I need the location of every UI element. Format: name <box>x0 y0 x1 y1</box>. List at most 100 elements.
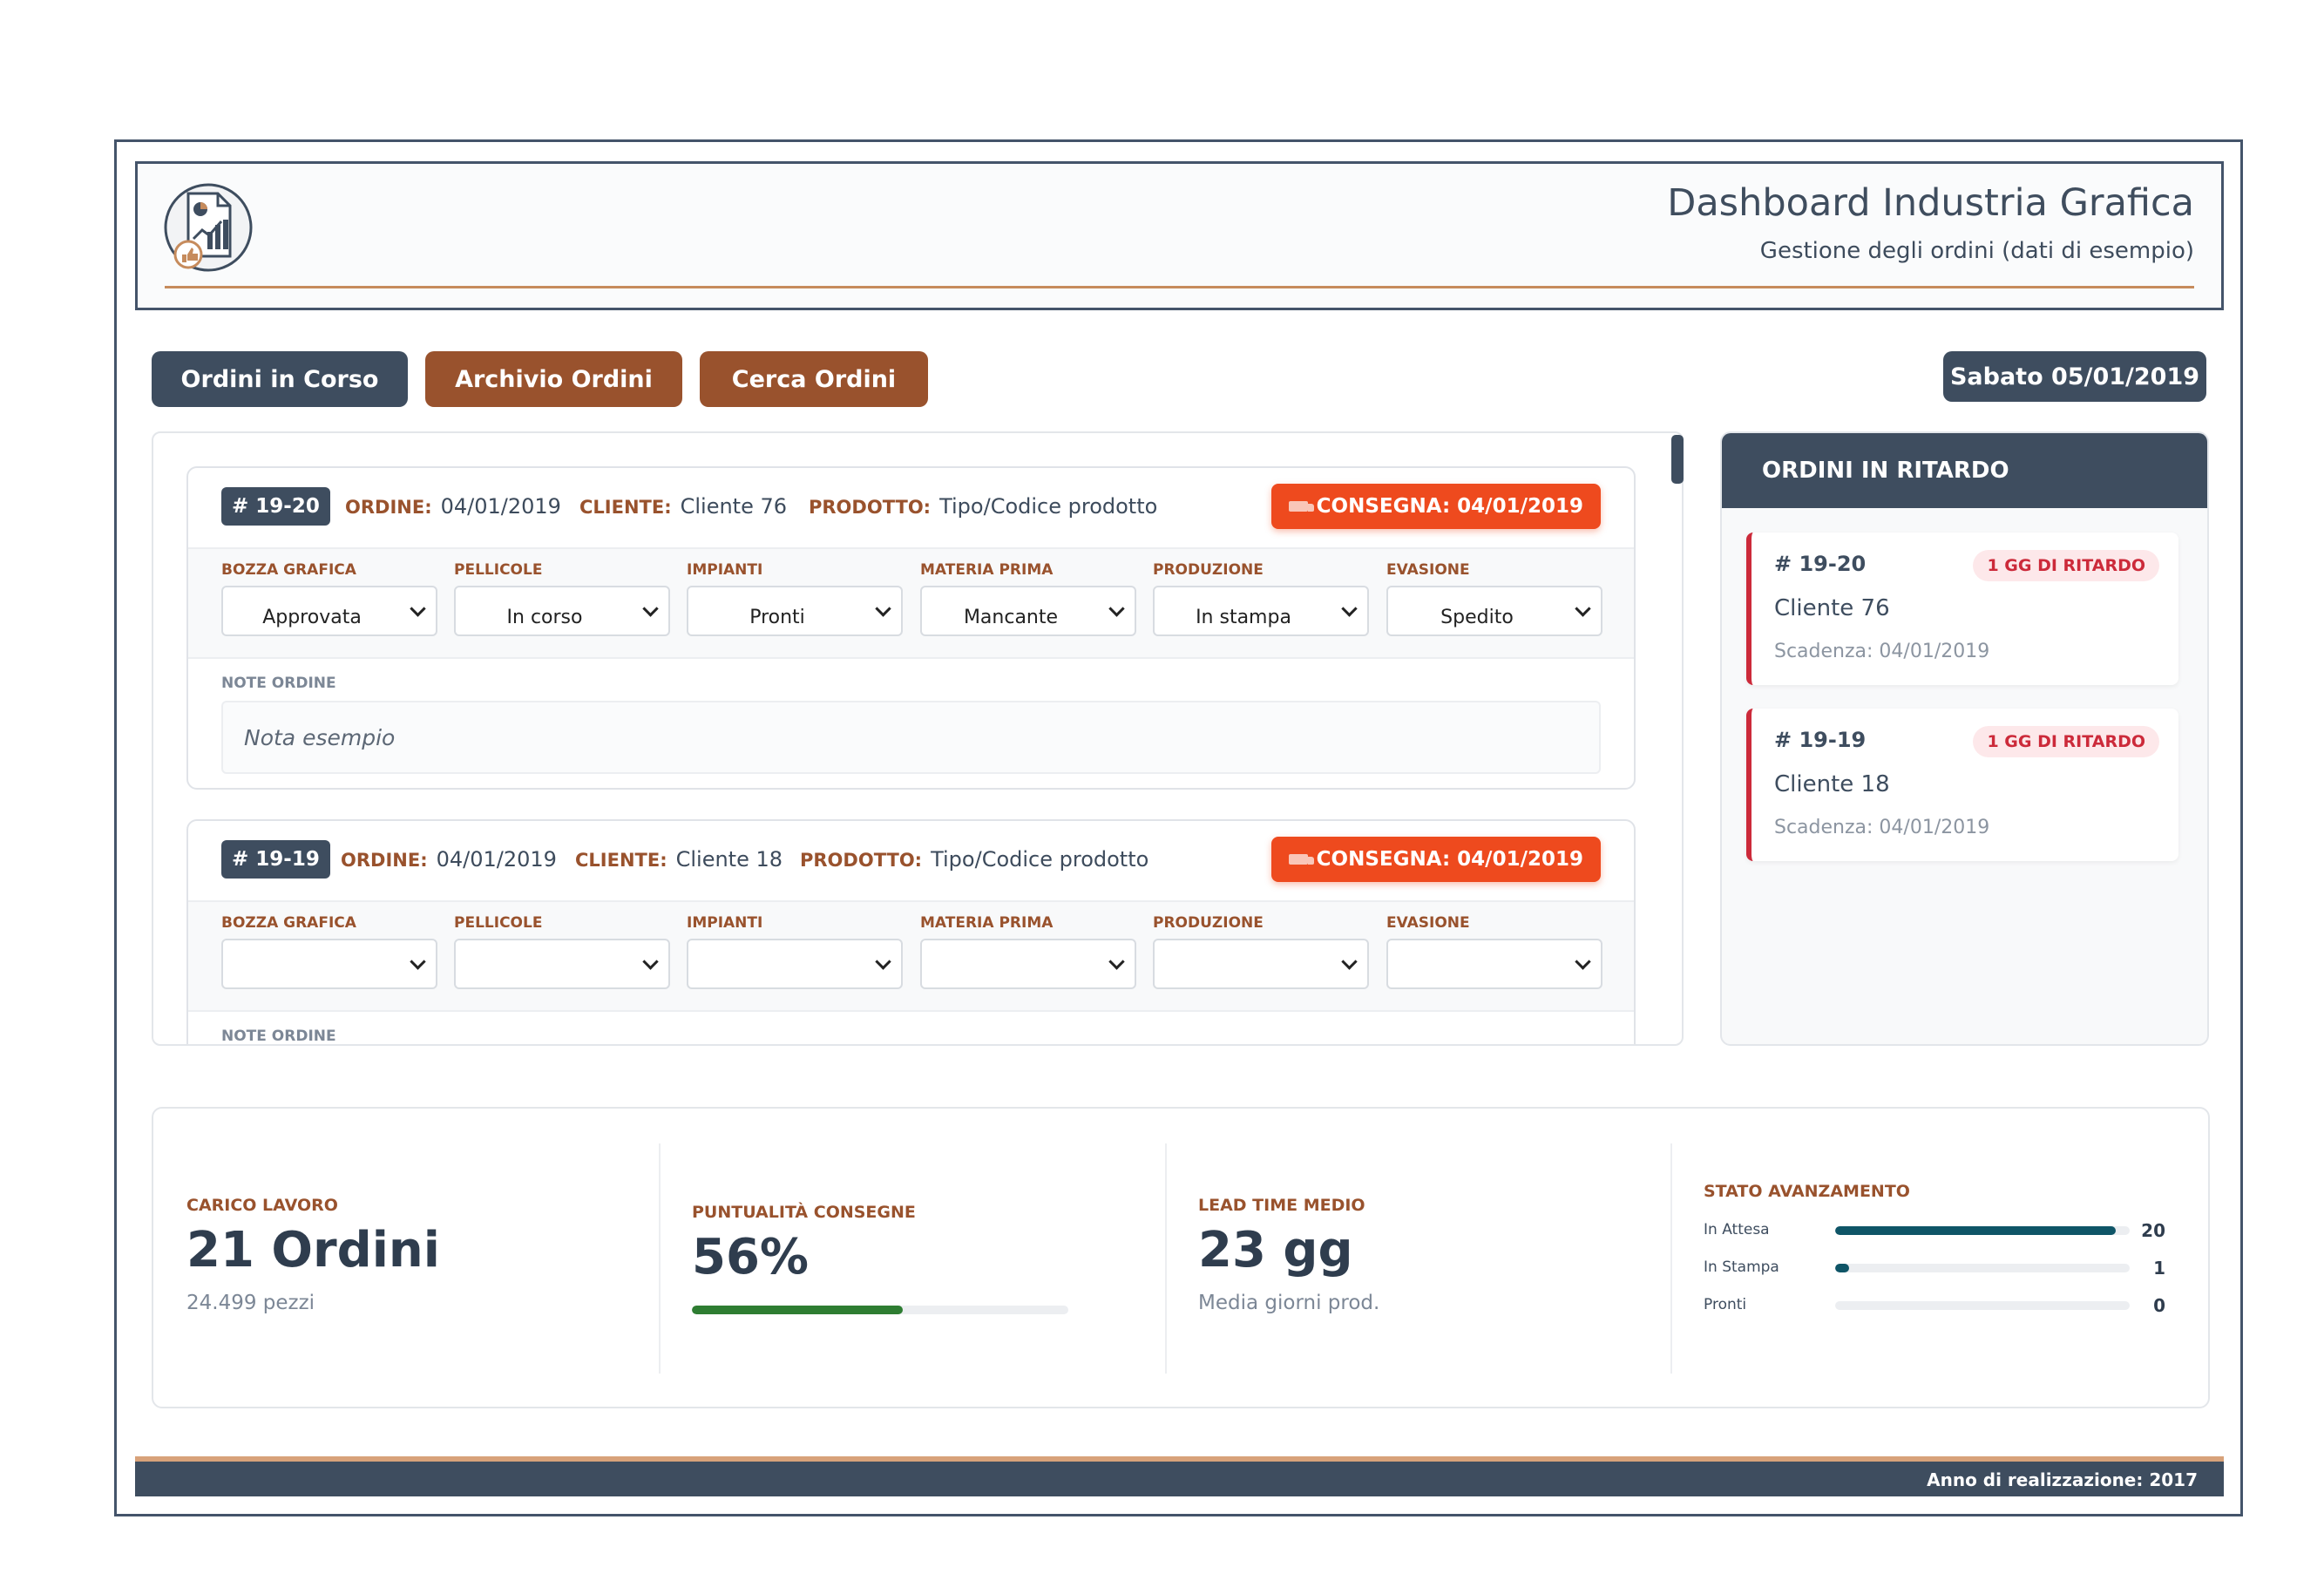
orders-archive-button[interactable]: Archivio Ordini <box>425 351 682 407</box>
progress-row-in-attesa: In Attesa 20 <box>1704 1218 2174 1244</box>
delivery-badge: CONSEGNA: 04/01/2019 <box>1270 837 1601 882</box>
produzione-select[interactable]: In stampa <box>1153 586 1369 636</box>
punctuality-value: 56% <box>692 1229 810 1286</box>
chevron-down-icon <box>1341 600 1358 617</box>
order-notes: NOTE ORDINE <box>188 1012 1634 1044</box>
pellicole-select[interactable]: In corso <box>454 586 670 636</box>
workload-stat: CARICO LAVORO 21 Ordini 24.499 pezzi <box>153 1143 659 1379</box>
notes-text: Nota esempio <box>244 725 396 750</box>
progress-row-count: 1 <box>2153 1258 2165 1279</box>
footer-text: Anno di realizzazione: 2017 <box>1927 1469 2198 1490</box>
progress-row-fill <box>1835 1226 2116 1235</box>
materia-prima-select[interactable]: Mancante <box>920 586 1136 636</box>
order-product: PRODOTTO: Tipo/Codice prodotto <box>809 494 1157 519</box>
order-stages: BOZZA GRAFICA PELLICOLE IMPIANTI <box>188 902 1634 1012</box>
order-product: PRODOTTO: Tipo/Codice prodotto <box>800 847 1148 872</box>
lead-time-sub: Media giorni prod. <box>1198 1292 1380 1314</box>
lead-time-stat: LEAD TIME MEDIO 23 gg Media giorni prod. <box>1165 1143 1670 1379</box>
truck-icon <box>1288 501 1314 512</box>
late-order-card[interactable]: # 19-20 1 GG DI RITARDO Cliente 76 Scade… <box>1746 533 2178 685</box>
stage-value: In stampa <box>1196 607 1291 628</box>
order-client-label: CLIENTE: <box>579 497 672 518</box>
bozza-grafica-select[interactable]: Approvata <box>221 586 437 636</box>
stage-evasione: EVASIONE Spedito <box>1386 561 1602 636</box>
chevron-down-icon <box>1108 953 1125 970</box>
order-client-label: CLIENTE: <box>575 850 667 871</box>
progress-row-name: In Attesa <box>1704 1221 1770 1238</box>
late-badge: 1 GG DI RITARDO <box>1973 726 2159 757</box>
order-id-badge: # 19-20 <box>221 487 330 526</box>
progress-row-fill <box>1835 1264 1850 1272</box>
materia-prima-select[interactable] <box>920 939 1136 989</box>
order-product-value: Tipo/Codice prodotto <box>939 494 1158 519</box>
stage-impianti: IMPIANTI <box>687 914 903 989</box>
order-product-label: PRODOTTO: <box>800 850 923 871</box>
page-title: Dashboard Industria Grafica <box>1667 181 2194 225</box>
footer-divider <box>135 1456 2224 1462</box>
evasione-select[interactable]: Spedito <box>1386 586 1602 636</box>
stage-label: MATERIA PRIMA <box>920 914 1054 932</box>
lead-time-label: LEAD TIME MEDIO <box>1198 1196 1365 1215</box>
order-date-value: 04/01/2019 <box>436 847 557 872</box>
stage-label: BOZZA GRAFICA <box>221 561 356 579</box>
order-date: ORDINE: 04/01/2019 <box>341 847 557 872</box>
stage-materia-prima: MATERIA PRIMA Mancante <box>920 561 1136 636</box>
workload-sub: 24.499 pezzi <box>186 1292 315 1314</box>
footer: Anno di realizzazione: 2017 <box>135 1462 2224 1496</box>
progress-row-track <box>1835 1226 2130 1235</box>
stage-bozza-grafica: BOZZA GRAFICA <box>221 914 437 989</box>
stage-bozza-grafica: BOZZA GRAFICA Approvata <box>221 561 437 636</box>
orders-list-panel[interactable]: # 19-20 ORDINE: 04/01/2019 CLIENTE: Client… <box>152 431 1684 1046</box>
truck-icon <box>1288 854 1314 865</box>
workload-value: 21 Ordini <box>186 1222 440 1279</box>
stage-evasione: EVASIONE <box>1386 914 1602 989</box>
search-orders-button[interactable]: Cerca Ordini <box>700 351 928 407</box>
progress-row-track <box>1835 1264 2130 1272</box>
order-client-value: Cliente 76 <box>680 494 788 519</box>
orders-in-progress-button[interactable]: Ordini in Corso <box>152 351 408 407</box>
page-subtitle: Gestione degli ordini (dati di esempio) <box>1759 238 2194 264</box>
evasione-select[interactable] <box>1386 939 1602 989</box>
stage-label: IMPIANTI <box>687 561 763 579</box>
late-order-id: # 19-19 <box>1774 728 1867 752</box>
impianti-select[interactable]: Pronti <box>687 586 903 636</box>
order-product-value: Tipo/Codice prodotto <box>931 847 1149 872</box>
late-order-due: Scadenza: 04/01/2019 <box>1774 817 1990 838</box>
chevron-down-icon <box>1108 600 1125 617</box>
delivery-date: CONSEGNA: 04/01/2019 <box>1316 848 1583 871</box>
punctuality-stat: PUNTUALITÀ CONSEGNE 56% <box>659 1143 1164 1379</box>
late-order-card[interactable]: # 19-19 1 GG DI RITARDO Cliente 18 Scade… <box>1746 709 2178 861</box>
stage-value: Approvata <box>262 607 362 628</box>
notes-field[interactable]: Nota esempio <box>221 701 1601 774</box>
stage-label: BOZZA GRAFICA <box>221 914 356 932</box>
chevron-down-icon <box>1575 953 1591 970</box>
progress-label: STATO AVANZAMENTO <box>1704 1182 1910 1201</box>
progress-row-count: 0 <box>2153 1295 2165 1316</box>
punctuality-progress-bar <box>692 1306 1068 1314</box>
stage-materia-prima: MATERIA PRIMA <box>920 914 1136 989</box>
impianti-select[interactable] <box>687 939 903 989</box>
stage-label: EVASIONE <box>1386 561 1470 579</box>
order-client: CLIENTE: Cliente 76 <box>579 494 787 519</box>
stage-label: PELLICOLE <box>454 914 543 932</box>
produzione-select[interactable] <box>1153 939 1369 989</box>
workload-label: CARICO LAVORO <box>186 1196 338 1215</box>
pellicole-select[interactable] <box>454 939 670 989</box>
late-order-client: Cliente 18 <box>1774 771 1890 797</box>
current-date-badge: Sabato 05/01/2019 <box>1943 351 2206 402</box>
notes-label: NOTE ORDINE <box>221 675 336 692</box>
stage-label: PELLICOLE <box>454 561 543 579</box>
bozza-grafica-select[interactable] <box>221 939 437 989</box>
progress-stat: STATO AVANZAMENTO In Attesa 20 In Stampa… <box>1670 1143 2193 1379</box>
stage-impianti: IMPIANTI Pronti <box>687 561 903 636</box>
progress-row-name: Pronti <box>1704 1296 1747 1313</box>
order-date-label: ORDINE: <box>341 850 428 871</box>
header-divider <box>165 286 2194 288</box>
order-date: ORDINE: 04/01/2019 <box>345 494 561 519</box>
chevron-down-icon <box>410 953 426 970</box>
orders-scrollbar[interactable] <box>1671 435 1684 484</box>
progress-row-name: In Stampa <box>1704 1259 1779 1276</box>
order-product-label: PRODOTTO: <box>809 497 932 518</box>
late-order-due: Scadenza: 04/01/2019 <box>1774 641 1990 662</box>
stage-label: EVASIONE <box>1386 914 1470 932</box>
